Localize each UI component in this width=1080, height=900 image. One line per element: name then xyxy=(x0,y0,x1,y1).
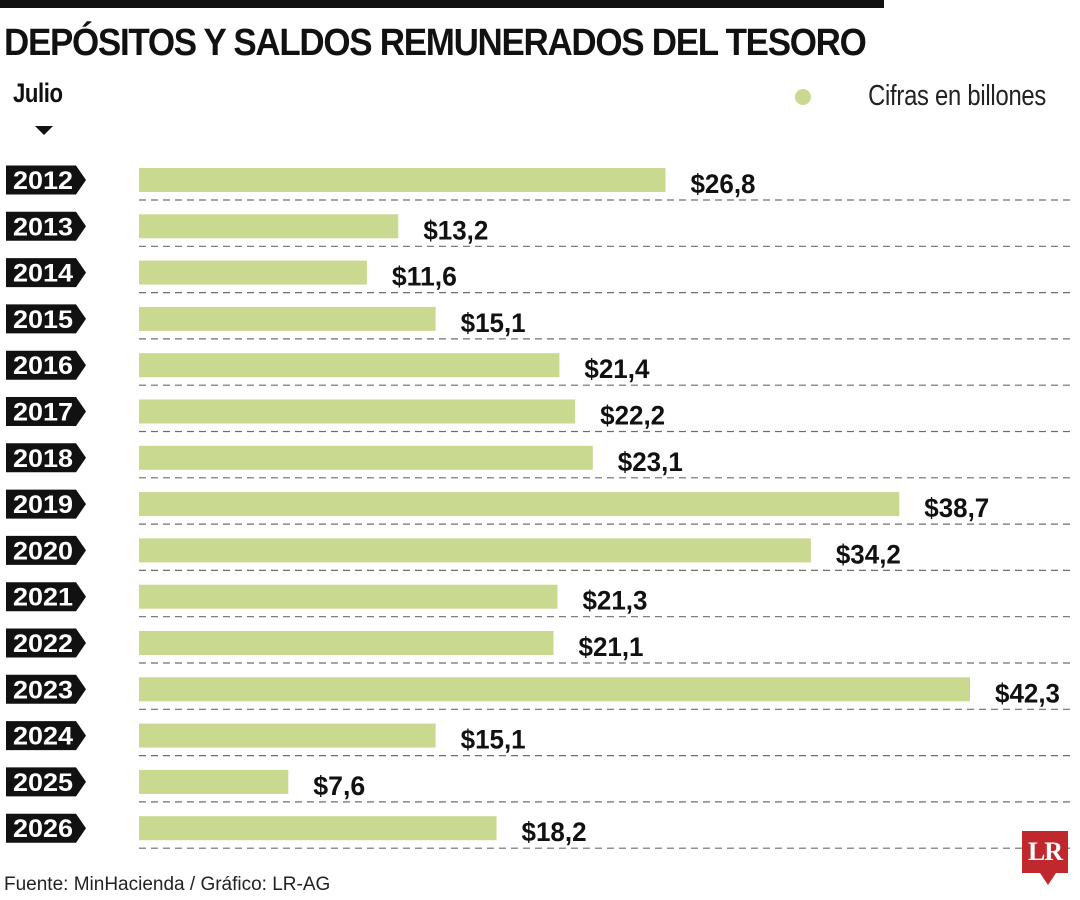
data-label: $26,8 xyxy=(690,169,755,199)
category-label: 2018 xyxy=(13,445,73,473)
data-label: $21,3 xyxy=(582,586,647,616)
down-arrow-icon xyxy=(35,126,53,135)
year-tag xyxy=(6,813,86,843)
data-label: $23,1 xyxy=(618,447,683,477)
year-tag xyxy=(6,258,86,288)
bar xyxy=(139,353,560,378)
legend-label: Cifras en billones xyxy=(868,80,1046,112)
bar xyxy=(139,492,900,517)
data-label: $38,7 xyxy=(924,493,989,523)
category-label: 2016 xyxy=(13,352,73,380)
data-label: $11,6 xyxy=(392,262,457,292)
bar xyxy=(139,306,436,331)
data-label: $15,1 xyxy=(461,308,526,338)
year-tag xyxy=(6,211,86,241)
category-label: 2024 xyxy=(13,723,73,751)
category-label: 2021 xyxy=(13,584,73,612)
year-tag xyxy=(6,767,86,797)
year-tag xyxy=(6,304,86,334)
category-label: 2019 xyxy=(13,491,73,519)
bar xyxy=(139,399,576,424)
year-tag xyxy=(6,165,86,195)
legend-dot-icon xyxy=(794,88,811,105)
category-label: 2012 xyxy=(13,167,73,195)
data-label: $21,4 xyxy=(584,354,649,384)
year-tag xyxy=(6,489,86,519)
chart-subtitle: Julio xyxy=(13,78,63,108)
year-tag xyxy=(6,582,86,612)
data-label: $18,2 xyxy=(522,817,587,847)
bar xyxy=(139,214,399,239)
bar xyxy=(139,677,970,702)
bar xyxy=(139,260,367,285)
year-tag xyxy=(6,721,86,751)
bar xyxy=(139,538,811,563)
chart-title: DEPÓSITOS Y SALDOS REMUNERADOS DEL TESOR… xyxy=(4,22,867,64)
year-tag xyxy=(6,674,86,704)
year-tag xyxy=(6,443,86,473)
data-label: $21,1 xyxy=(579,632,644,662)
year-tag xyxy=(6,628,86,658)
data-label: $42,3 xyxy=(995,678,1060,708)
bar xyxy=(139,584,558,609)
category-label: 2023 xyxy=(13,676,73,704)
lr-logo: LR xyxy=(1022,831,1068,873)
category-label: 2014 xyxy=(13,260,73,288)
bar-chart: 2012 $26,8 2013 $13,2 2014 $11,6 2015 $15,1 2016… xyxy=(6,165,1070,849)
top-rule xyxy=(0,0,884,8)
bar xyxy=(139,631,554,655)
data-label: $22,2 xyxy=(600,401,665,431)
category-label: 2025 xyxy=(13,769,73,797)
bar xyxy=(139,816,497,841)
year-tag xyxy=(6,397,86,426)
bar xyxy=(139,769,289,794)
data-label: $15,1 xyxy=(461,725,526,755)
bar xyxy=(139,723,436,748)
data-label: $13,2 xyxy=(423,215,488,245)
category-label: 2017 xyxy=(13,399,73,427)
category-label: 2013 xyxy=(13,213,73,241)
category-label: 2022 xyxy=(13,630,73,658)
year-tag xyxy=(6,350,86,380)
category-label: 2015 xyxy=(13,306,73,334)
category-label: 2020 xyxy=(13,537,73,565)
year-tag xyxy=(6,535,86,565)
data-label: $7,6 xyxy=(313,771,365,801)
data-label: $34,2 xyxy=(836,539,901,569)
bar xyxy=(139,168,666,192)
bar xyxy=(139,445,593,470)
source-note: Fuente: MinHacienda / Gráfico: LR-AG xyxy=(4,874,331,895)
lr-logo-tail xyxy=(1040,873,1056,885)
category-label: 2026 xyxy=(13,815,73,843)
legend: Cifras en billones xyxy=(794,80,1046,113)
